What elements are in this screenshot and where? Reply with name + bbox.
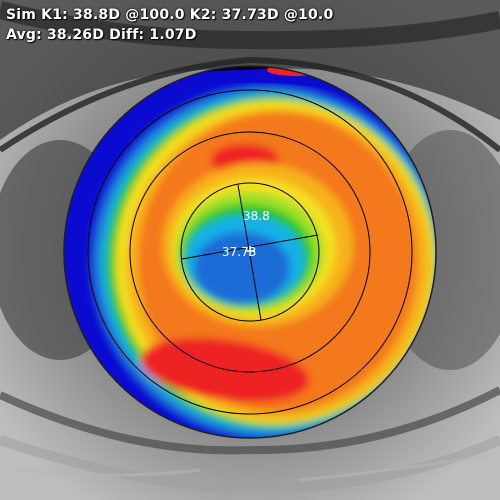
- steep-k-label: 38.8: [243, 209, 270, 223]
- avg-diff-readout: Avg: 38.26D Diff: 1.07D: [6, 27, 197, 43]
- zone-ring-outer: [87, 89, 413, 415]
- map-zone-red-lower: [140, 338, 310, 402]
- zone-ring-inner: [180, 182, 320, 322]
- curvature-map: [64, 66, 436, 438]
- zone-rings: [87, 89, 413, 415]
- map-zone-blue-center: [194, 232, 290, 304]
- zone-ring-middle: [129, 131, 371, 373]
- center-crosshair: [245, 246, 255, 256]
- map-border: [63, 65, 437, 439]
- flat-k-label: 37.73: [222, 245, 256, 259]
- sim-k-readout: Sim K1: 38.8D @100.0 K2: 37.73D @10.0: [6, 7, 334, 23]
